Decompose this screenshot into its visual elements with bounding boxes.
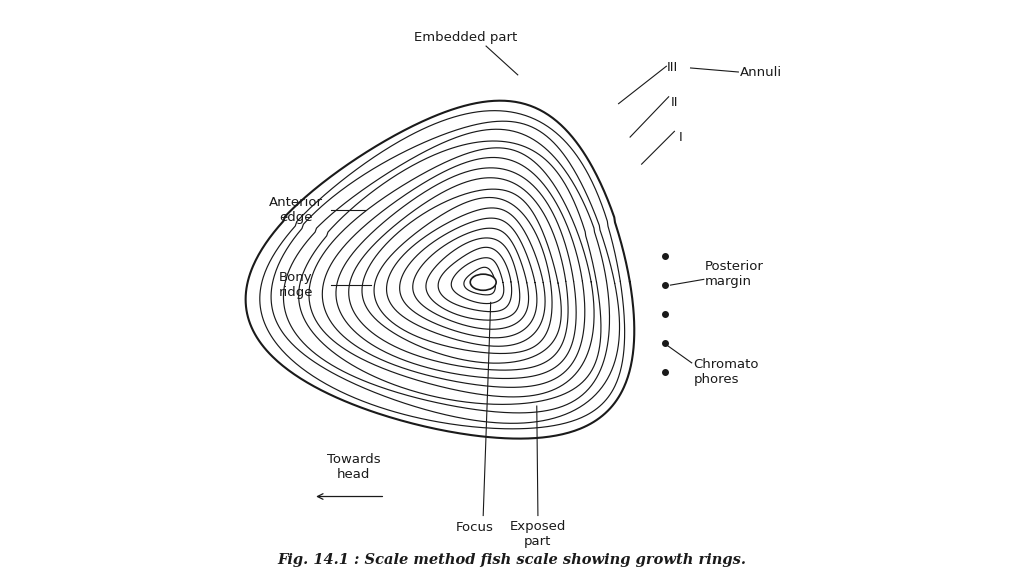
Text: Towards
head: Towards head xyxy=(327,453,380,480)
Text: I: I xyxy=(678,131,682,143)
Ellipse shape xyxy=(470,274,497,290)
Text: Fig. 14.1 : Scale method fish scale showing growth rings.: Fig. 14.1 : Scale method fish scale show… xyxy=(278,553,746,567)
Text: Embedded part: Embedded part xyxy=(415,31,517,44)
Text: Bony
ridge: Bony ridge xyxy=(279,271,313,299)
Text: III: III xyxy=(667,62,678,74)
Text: Anterior
edge: Anterior edge xyxy=(269,196,323,224)
Text: Focus: Focus xyxy=(456,521,494,533)
Text: Chromato
phores: Chromato phores xyxy=(693,358,759,385)
Text: Annuli: Annuli xyxy=(739,66,781,78)
Text: Posterior
margin: Posterior margin xyxy=(705,260,764,287)
Text: Exposed
part: Exposed part xyxy=(510,520,566,548)
Text: II: II xyxy=(671,96,678,109)
